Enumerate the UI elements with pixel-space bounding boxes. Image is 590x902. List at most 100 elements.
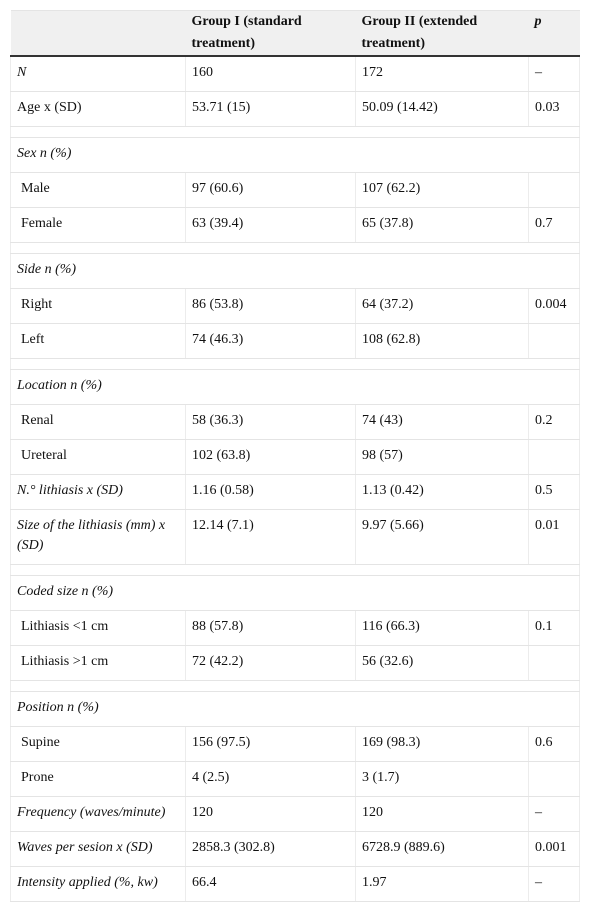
cell: 97 (60.6) [185, 172, 356, 208]
cell: 116 (66.3) [355, 610, 529, 646]
table-row: Supine 156 (97.5) 169 (98.3) 0.6 [10, 726, 580, 762]
section-row: Position n (%) [10, 691, 580, 727]
cell: 0.03 [528, 91, 580, 127]
row-label: Size of the lithiasis (mm) x (SD) [10, 509, 186, 565]
cell: 169 (98.3) [355, 726, 529, 762]
table-row: Prone 4 (2.5) 3 (1.7) [10, 761, 580, 797]
cell [528, 645, 580, 681]
section-row: Sex n (%) [10, 137, 580, 173]
table-body: N 160 172– Age x (SD) 53.71 (15) 50.09 (14.42… [10, 55, 580, 902]
cell: 0.1 [528, 610, 580, 646]
header-cell: Group I (standard treatment) [185, 10, 356, 57]
cell: 4 (2.5) [185, 761, 356, 797]
spacer-cell [10, 564, 580, 576]
cell: 108 (62.8) [355, 323, 529, 359]
cell: 65 (37.8) [355, 207, 529, 243]
header-cell: Group II (extended treatment) [355, 10, 529, 57]
cell: 0.01 [528, 509, 580, 565]
cell: 1.13 (0.42) [355, 474, 529, 510]
cell: 160 [185, 55, 356, 92]
row-label: Intensity applied (%, kw) [10, 866, 186, 902]
cell: 12.14 (7.1) [185, 509, 356, 565]
cell: 0.2 [528, 404, 580, 440]
cell [528, 761, 580, 797]
spacer-cell [10, 242, 580, 254]
cell: 172 [355, 55, 529, 92]
row-label: Left [10, 323, 186, 359]
table-row: Lithiasis <1 cm 88 (57.8) 116 (66.3) 0.1 [10, 610, 580, 646]
row-label: Prone [10, 761, 186, 797]
cell: 58 (36.3) [185, 404, 356, 440]
section-row: Coded size n (%) [10, 575, 580, 611]
spacer-row [10, 564, 580, 576]
cell: – [528, 796, 580, 832]
spacer-cell [10, 126, 580, 138]
cell: 1.97 [355, 866, 529, 902]
cell: 2858.3 (302.8) [185, 831, 356, 867]
cell: 102 (63.8) [185, 439, 356, 475]
section-row: Side n (%) [10, 253, 580, 289]
section-row: Location n (%) [10, 369, 580, 405]
table-row: Lithiasis >1 cm 72 (42.2) 56 (32.6) [10, 645, 580, 681]
table-row: Left 74 (46.3) 108 (62.8) [10, 323, 580, 359]
table-row: Age x (SD) 53.71 (15) 50.09 (14.42) 0.03 [10, 91, 580, 127]
cell: – [528, 55, 580, 92]
cell: 120 [355, 796, 529, 832]
cell: 66.4 [185, 866, 356, 902]
cell: 56 (32.6) [355, 645, 529, 681]
table-row: Female 63 (39.4) 65 (37.8) 0.7 [10, 207, 580, 243]
cell: 88 (57.8) [185, 610, 356, 646]
cell: 63 (39.4) [185, 207, 356, 243]
spacer-row [10, 126, 580, 138]
table-row: Frequency (waves/minute) 120 120– [10, 796, 580, 832]
table-row: Renal 58 (36.3) 74 (43) 0.2 [10, 404, 580, 440]
table-row: Waves per sesion x (SD) 2858.3 (302.8) 672… [10, 831, 580, 867]
section-label: Sex n (%) [10, 137, 580, 173]
cell: 0.5 [528, 474, 580, 510]
cell: 0.7 [528, 207, 580, 243]
cell: 74 (43) [355, 404, 529, 440]
cell: 98 (57) [355, 439, 529, 475]
row-label: Female [10, 207, 186, 243]
row-label: Right [10, 288, 186, 324]
cell: 86 (53.8) [185, 288, 356, 324]
row-label: Supine [10, 726, 186, 762]
cell: 50.09 (14.42) [355, 91, 529, 127]
cell: 9.97 (5.66) [355, 509, 529, 565]
cell: 74 (46.3) [185, 323, 356, 359]
row-label: Lithiasis <1 cm [10, 610, 186, 646]
row-label: Age x (SD) [10, 91, 186, 127]
row-label: Ureteral [10, 439, 186, 475]
cell: 3 (1.7) [355, 761, 529, 797]
table-row: Ureteral 102 (63.8) 98 (57) [10, 439, 580, 475]
spacer-row [10, 358, 580, 370]
row-label: N [10, 55, 186, 92]
cell: 1.16 (0.58) [185, 474, 356, 510]
cell: 64 (37.2) [355, 288, 529, 324]
table-row: N 160 172– [10, 55, 580, 92]
cell: 0.004 [528, 288, 580, 324]
cell [528, 323, 580, 359]
cell: 156 (97.5) [185, 726, 356, 762]
cell: 72 (42.2) [185, 645, 356, 681]
section-label: Side n (%) [10, 253, 580, 289]
section-label: Coded size n (%) [10, 575, 580, 611]
spacer-cell [10, 358, 580, 370]
cell: 0.6 [528, 726, 580, 762]
spacer-row [10, 242, 580, 254]
row-label: Lithiasis >1 cm [10, 645, 186, 681]
cell [528, 172, 580, 208]
row-label: N.° lithiasis x (SD) [10, 474, 186, 510]
header-cell [10, 10, 186, 57]
cell: 6728.9 (889.6) [355, 831, 529, 867]
header-row: Group I (standard treatment) Group II (e… [10, 10, 580, 57]
table-row: Size of the lithiasis (mm) x (SD) 12.14 (… [10, 509, 580, 565]
table-row: Right 86 (53.8) 64 (37.2) 0.004 [10, 288, 580, 324]
cell [528, 439, 580, 475]
section-label: Position n (%) [10, 691, 580, 727]
table-row: Male 97 (60.6) 107 (62.2) [10, 172, 580, 208]
row-label: Waves per sesion x (SD) [10, 831, 186, 867]
cell: 53.71 (15) [185, 91, 356, 127]
section-label: Location n (%) [10, 369, 580, 405]
cell: – [528, 866, 580, 902]
